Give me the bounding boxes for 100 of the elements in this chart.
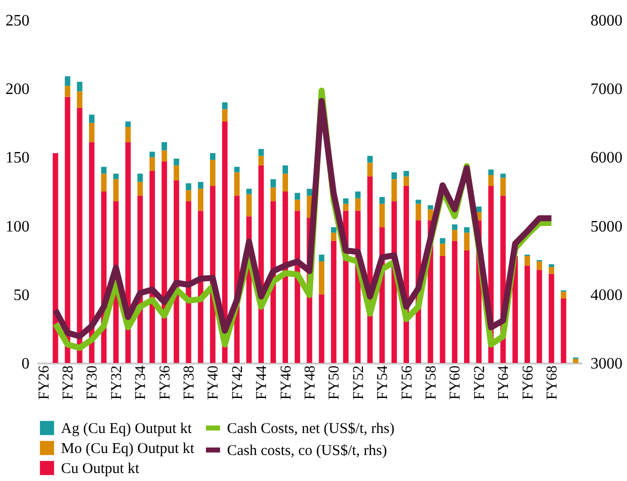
bar [500, 178, 506, 196]
y-tick-label: 250 [6, 12, 30, 30]
bar [404, 176, 410, 186]
bar [222, 102, 228, 110]
bar [355, 198, 361, 211]
bar [428, 205, 434, 210]
bar [162, 150, 168, 162]
x-tick-label: FY56 [399, 365, 416, 400]
x-tick-label: FY34 [133, 365, 150, 400]
legend-label: Cash costs, co (US$/t, rhs) [227, 443, 387, 459]
bar [174, 158, 180, 166]
y2-tick-label: 6000 [590, 150, 622, 167]
x-tick-label: FY28 [60, 366, 77, 400]
x-tick-label: FY62 [472, 366, 488, 400]
bar [234, 166, 240, 172]
bar [440, 238, 446, 244]
bar [488, 170, 494, 176]
bar [258, 148, 264, 156]
bar [76, 108, 82, 363]
x-tick-label: FY48 [302, 366, 318, 400]
bar [294, 200, 300, 211]
bar [367, 162, 373, 176]
y-tick-label: 50 [14, 286, 30, 304]
bar [548, 274, 554, 363]
bar [210, 160, 216, 186]
bar [572, 358, 578, 363]
bar [186, 190, 192, 202]
bar [318, 294, 324, 363]
bar [452, 224, 458, 230]
x-tick-label: FY66 [520, 365, 536, 400]
x-tick-label: FY36 [157, 365, 174, 400]
bar [440, 244, 446, 256]
bar [282, 165, 288, 174]
x-tick-label: FY60 [448, 366, 464, 400]
bar [548, 264, 554, 267]
bar [416, 200, 422, 204]
bar [64, 76, 70, 86]
y2-tick-label: 3000 [590, 356, 622, 372]
bar [150, 157, 155, 171]
bar [330, 232, 336, 241]
bar [198, 210, 204, 363]
bar [258, 156, 264, 166]
legend-label: Ag (Cu Eq) Output kt [61, 421, 193, 437]
bar [150, 152, 155, 158]
bar [464, 250, 470, 363]
y2-tick-label: 7000 [590, 81, 622, 98]
bar [343, 204, 349, 211]
x-tick-label: FY30 [84, 366, 101, 400]
bar [150, 170, 155, 363]
bar [174, 180, 180, 363]
bar [500, 174, 506, 178]
x-tick-label: FY68 [544, 366, 560, 400]
bar [282, 192, 288, 363]
bar [440, 256, 446, 363]
bar [210, 153, 216, 160]
bar [343, 198, 349, 204]
bar [524, 266, 530, 363]
bar [113, 174, 119, 180]
bar [64, 96, 70, 363]
bar [162, 142, 168, 150]
bar [270, 179, 276, 188]
x-tick-label: FY40 [206, 366, 222, 400]
bar [137, 174, 143, 182]
bar [379, 204, 385, 228]
bar [452, 240, 458, 363]
x-tick-label: FY58 [423, 366, 440, 400]
bar [476, 206, 482, 212]
y-tick-label: 0 [22, 356, 30, 372]
bar [488, 175, 494, 186]
legend-label: Cu Output kt [61, 461, 140, 477]
bar [355, 192, 361, 198]
bar [524, 256, 530, 266]
bar [294, 192, 300, 200]
bar [101, 166, 107, 174]
x-tick-label: FY50 [326, 366, 343, 400]
bar [548, 266, 554, 274]
y2-tick-label: 8000 [590, 12, 622, 30]
bar [89, 122, 94, 142]
bar [560, 292, 566, 299]
bar [330, 227, 336, 233]
bar [318, 254, 324, 262]
bar [391, 172, 397, 180]
x-tick-label: FY52 [350, 366, 367, 400]
x-tick-label: FY32 [108, 366, 125, 400]
bar [162, 161, 168, 363]
y2-tick-label: 4000 [590, 286, 622, 304]
bar [234, 172, 240, 196]
legend-label: Cash Costs, net (US$/t, rhs) [227, 421, 395, 437]
bar [246, 194, 252, 216]
bar [76, 82, 82, 92]
bar [330, 240, 336, 363]
bar [536, 261, 542, 270]
bar [198, 188, 204, 211]
bar [464, 232, 470, 250]
bar [125, 127, 131, 142]
x-tick-label: FY42 [230, 366, 246, 400]
bar [536, 270, 542, 363]
bar [137, 182, 143, 196]
bar [379, 196, 385, 204]
bar [113, 179, 119, 202]
